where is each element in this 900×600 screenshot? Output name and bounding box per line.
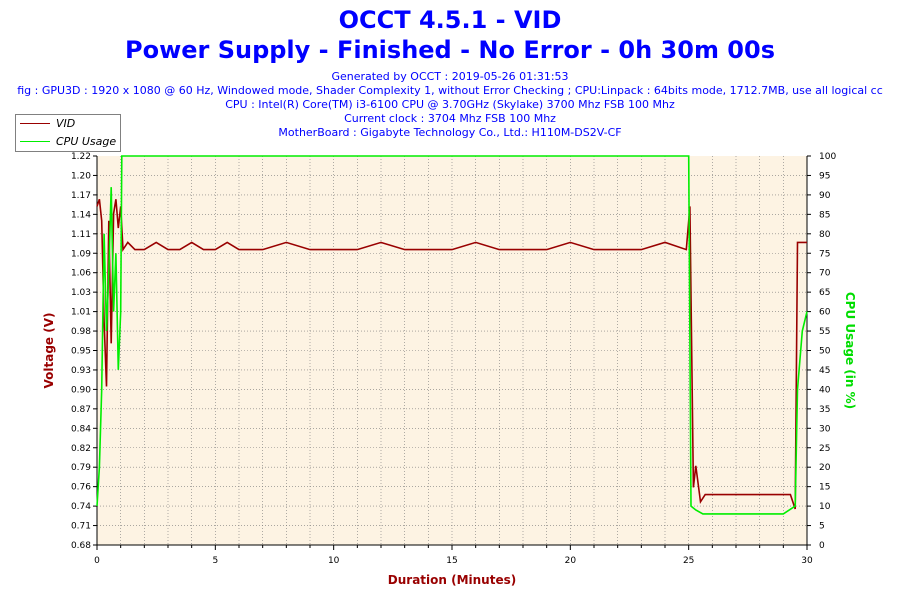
legend-swatch-cpu	[20, 141, 50, 142]
y2-tick-label: 90	[819, 191, 831, 201]
y2-tick-label: 85	[819, 210, 830, 220]
y-tick-label: 0.82	[71, 444, 91, 454]
y-tick-label: 0.79	[71, 463, 91, 473]
y-tick-label: 1.06	[71, 269, 91, 279]
y-tick-label: 0.98	[71, 327, 91, 337]
y-tick-label: 0.90	[71, 385, 91, 395]
y2-tick-label: 35	[819, 405, 830, 415]
x-tick-label: 0	[94, 556, 100, 566]
y2-tick-label: 5	[819, 522, 825, 532]
x-tick-label: 25	[683, 556, 694, 566]
legend-label-vid: VID	[56, 117, 76, 130]
y2-tick-label: 10	[819, 502, 831, 512]
y2-tick-label: 75	[819, 249, 830, 259]
config-info: fig : GPU3D : 1920 x 1080 @ 60 Hz, Windo…	[17, 84, 883, 97]
x-axis-title: Duration (Minutes)	[388, 573, 516, 587]
legend-swatch-vid	[20, 123, 50, 124]
chart-title: OCCT 4.5.1 - VID	[338, 6, 562, 34]
x-tick-label: 30	[801, 556, 813, 566]
y-tick-label: 0.87	[71, 405, 91, 415]
y2-tick-label: 15	[819, 483, 830, 493]
chart-subtitle: Power Supply - Finished - No Error - 0h …	[124, 36, 775, 64]
y2-tick-label: 60	[819, 308, 831, 318]
legend-label-cpu: CPU Usage	[56, 135, 117, 148]
series-line-vid	[96, 198, 807, 510]
y-tick-label: 1.11	[71, 230, 91, 240]
legend: VID CPU Usage	[15, 114, 121, 152]
x-tick-label: 15	[446, 556, 457, 566]
y2-tick-label: 40	[819, 385, 831, 395]
clock-info: Current clock : 3704 Mhz FSB 100 Mhz	[344, 112, 556, 125]
y2-tick-label: 100	[819, 152, 836, 162]
motherboard-info: MotherBoard : Gigabyte Technology Co., L…	[278, 126, 622, 139]
legend-item-cpu: CPU Usage	[16, 134, 120, 150]
y-tick-label: 0.71	[71, 522, 91, 532]
y-tick-label: 1.22	[71, 152, 91, 162]
x-tick-label: 10	[328, 556, 340, 566]
y2-tick-label: 50	[819, 347, 831, 357]
y-tick-label: 0.76	[71, 483, 91, 493]
y-tick-label: 0.93	[71, 366, 91, 376]
generated-info: Generated by OCCT : 2019-05-26 01:31:53	[331, 70, 569, 83]
y2-tick-label: 25	[819, 444, 830, 454]
y2-tick-label: 55	[819, 327, 830, 337]
legend-item-vid: VID	[16, 116, 120, 132]
y-axis-title: Voltage (V)	[42, 313, 56, 389]
x-tick-label: 20	[565, 556, 577, 566]
y-tick-label: 1.20	[71, 171, 91, 181]
y-tick-label: 1.14	[71, 210, 91, 220]
y-tick-label: 0.74	[71, 502, 91, 512]
y2-tick-label: 30	[819, 424, 831, 434]
series-line-cpu	[96, 155, 808, 515]
y-tick-label: 1.09	[71, 249, 91, 259]
y2-tick-label: 95	[819, 171, 830, 181]
y-tick-label: 1.01	[71, 308, 91, 318]
y-tick-label: 1.17	[71, 191, 91, 201]
cpu-info: CPU : Intel(R) Core(TM) i3-6100 CPU @ 3.…	[225, 98, 675, 111]
x-tick-label: 5	[212, 556, 218, 566]
y2-axis-title: CPU Usage (in %)	[843, 292, 857, 409]
y2-tick-label: 80	[819, 230, 831, 240]
y2-tick-label: 45	[819, 366, 830, 376]
y2-tick-label: 20	[819, 463, 831, 473]
y2-tick-label: 70	[819, 269, 831, 279]
y2-tick-label: 0	[819, 541, 825, 551]
y2-tick-label: 65	[819, 288, 830, 298]
y-tick-label: 0.95	[71, 347, 91, 357]
y-tick-label: 0.84	[71, 424, 91, 434]
y-tick-label: 1.03	[71, 288, 91, 298]
y-tick-label: 0.68	[71, 541, 91, 551]
